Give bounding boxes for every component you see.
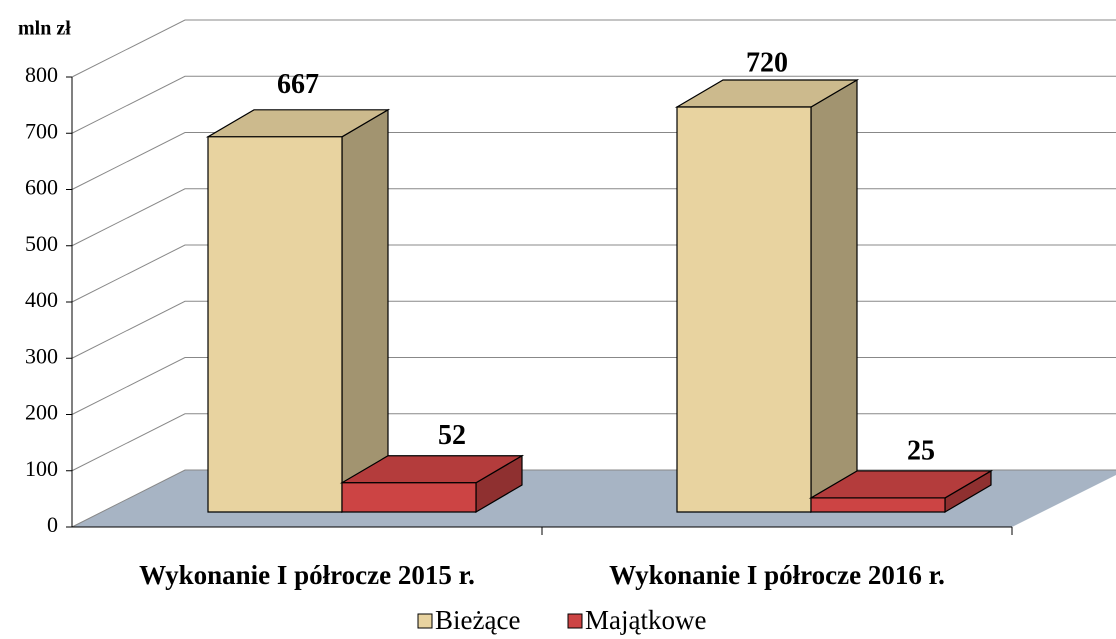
y-tick-label: 0 <box>47 512 58 537</box>
y-tick-label: 800 <box>25 62 58 87</box>
y-tick-label: 700 <box>25 118 58 143</box>
legend-label: Majątkowe <box>585 605 706 635</box>
bar-front <box>341 482 477 513</box>
y-tick-label: 500 <box>25 231 58 256</box>
bar-side <box>341 108 389 514</box>
bar-front <box>207 136 343 513</box>
bar-front <box>676 106 812 513</box>
value-label: 52 <box>438 420 466 451</box>
value-label: 667 <box>277 69 319 100</box>
value-label: 25 <box>907 435 935 466</box>
y-tick-label: 600 <box>25 175 58 200</box>
y-tick-label: 300 <box>25 343 58 368</box>
y-axis-label: mln zł <box>18 18 71 40</box>
bar <box>205 108 391 514</box>
legend-label: Bieżące <box>435 605 520 635</box>
grid-line <box>71 19 1116 78</box>
y-tick-label: 400 <box>25 287 58 312</box>
bar <box>808 469 994 514</box>
legend-swatch <box>417 613 433 629</box>
y-tick-label: 200 <box>25 400 58 425</box>
bar-front <box>810 497 946 513</box>
bar <box>674 78 860 514</box>
grid-line <box>71 75 1116 134</box>
value-label: 720 <box>746 47 788 78</box>
y-tick-label: 100 <box>25 456 58 481</box>
legend-swatch <box>567 613 583 629</box>
bar-side <box>810 78 858 514</box>
x-tick-label: Wykonanie I półrocze 2015 r. <box>139 560 475 590</box>
bar <box>339 454 525 514</box>
x-tick-label: Wykonanie I półrocze 2016 r. <box>609 560 945 590</box>
